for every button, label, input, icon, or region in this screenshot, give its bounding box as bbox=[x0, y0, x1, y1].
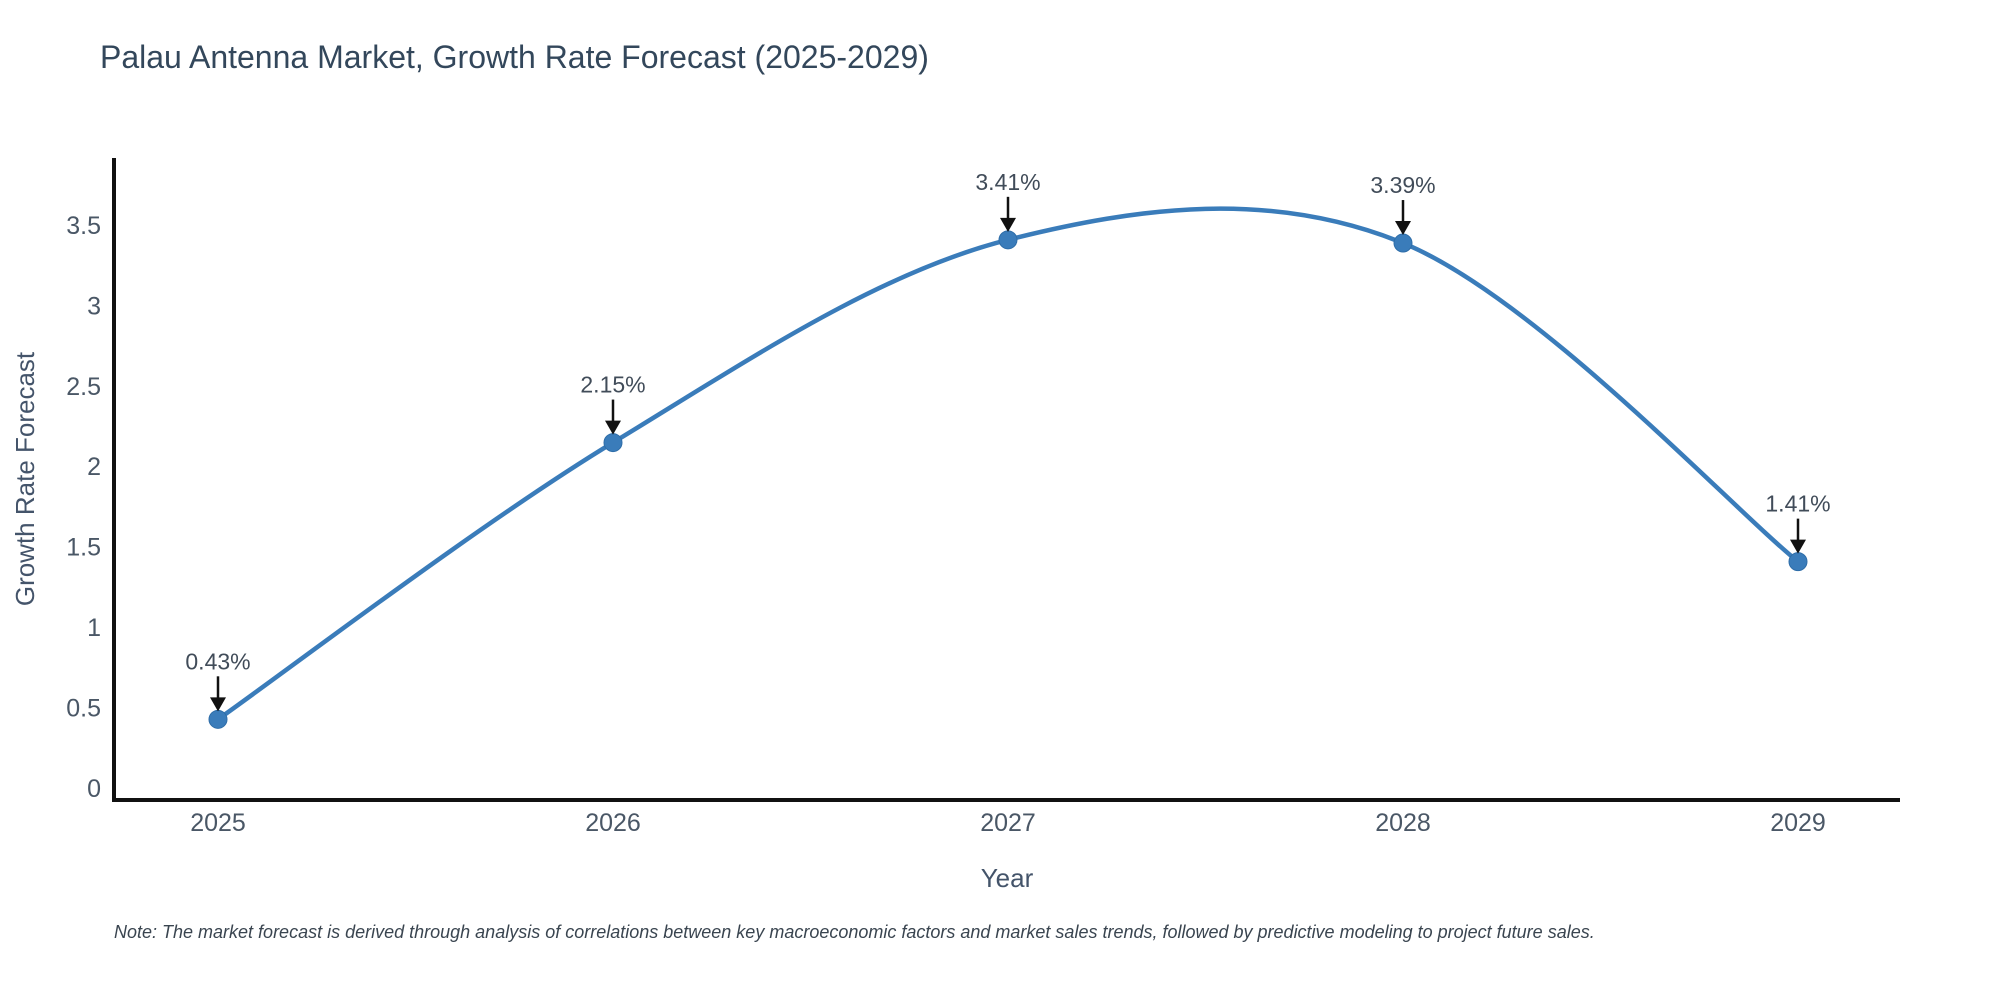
point-annotation: 3.39% bbox=[1370, 172, 1436, 236]
x-tick-label: 2027 bbox=[980, 809, 1036, 837]
annotation-arrowhead-icon bbox=[1395, 221, 1411, 236]
y-tick-label: 3.5 bbox=[66, 212, 101, 240]
y-tick-label: 0.5 bbox=[66, 695, 101, 723]
y-tick-label: 3 bbox=[87, 292, 101, 320]
y-tick-label: 0 bbox=[87, 775, 101, 803]
point-value-label: 1.41% bbox=[1765, 491, 1830, 517]
chart-title: Palau Antenna Market, Growth Rate Foreca… bbox=[100, 39, 929, 75]
axis-lines bbox=[112, 158, 1900, 802]
annotation-arrowhead-icon bbox=[1000, 217, 1016, 232]
footnote: Note: The market forecast is derived thr… bbox=[114, 922, 1595, 942]
point-annotation: 1.41% bbox=[1765, 491, 1831, 554]
point-value-label: 3.39% bbox=[1370, 172, 1435, 198]
annotation-arrowhead-icon bbox=[210, 697, 226, 712]
point-annotations: 0.43% 2.15% 3.41% 3.39% 1.41% bbox=[185, 169, 1831, 712]
annotation-arrowhead-icon bbox=[605, 420, 621, 435]
y-tick-label: 2 bbox=[87, 453, 101, 481]
y-tick-label: 1 bbox=[87, 614, 101, 642]
point-annotation: 2.15% bbox=[580, 372, 646, 435]
x-tick-label: 2028 bbox=[1375, 809, 1431, 837]
y-tick-label: 1.5 bbox=[66, 534, 101, 562]
data-point-marker[interactable] bbox=[998, 230, 1018, 250]
point-annotation: 0.43% bbox=[185, 648, 251, 712]
series-group bbox=[208, 206, 1808, 729]
annotation-arrowhead-icon bbox=[1790, 539, 1806, 554]
x-tick-label: 2025 bbox=[190, 809, 246, 837]
point-value-label: 3.41% bbox=[975, 169, 1040, 195]
x-tick-label: 2026 bbox=[585, 809, 641, 837]
y-tick-label: 2.5 bbox=[66, 373, 101, 401]
y-axis-title: Growth Rate Forecast bbox=[10, 351, 40, 606]
x-tick-label: 2029 bbox=[1770, 809, 1826, 837]
y-axis-tick-labels: 0 0.5 1 1.5 2 2.5 3 3.5 bbox=[66, 212, 101, 803]
point-value-label: 2.15% bbox=[580, 372, 645, 398]
data-point-marker[interactable] bbox=[603, 433, 623, 453]
data-point-marker[interactable] bbox=[1393, 233, 1413, 253]
data-point-marker[interactable] bbox=[1788, 552, 1808, 572]
point-annotation: 3.41% bbox=[975, 169, 1041, 232]
data-point-marker[interactable] bbox=[208, 709, 228, 729]
x-axis-title: Year bbox=[981, 863, 1034, 893]
x-axis-tick-labels: 2025 2026 2027 2028 2029 bbox=[190, 809, 1826, 837]
plot-area[interactable] bbox=[114, 158, 1900, 800]
point-value-label: 0.43% bbox=[185, 648, 250, 674]
